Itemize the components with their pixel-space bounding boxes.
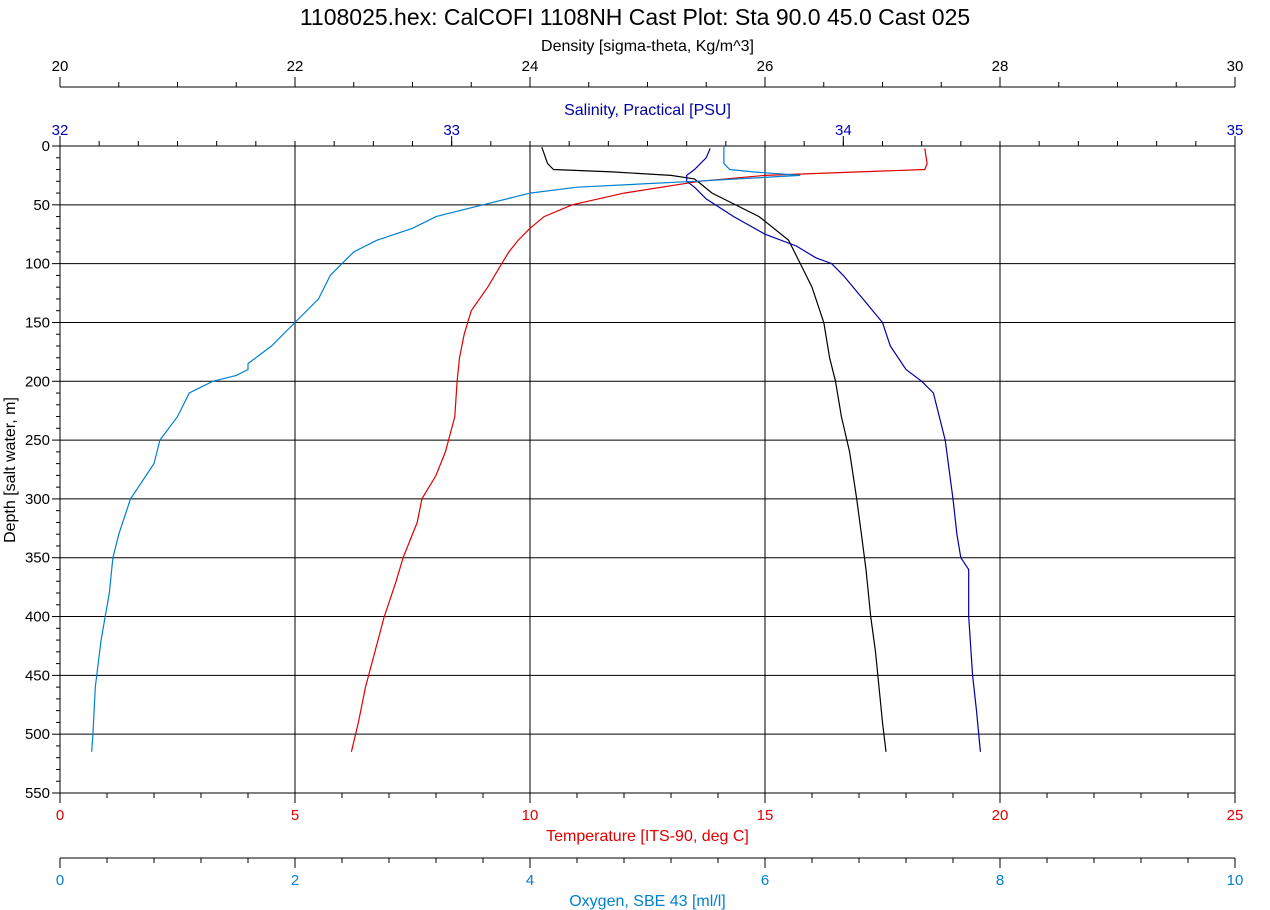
depth-tick-label: 100 <box>25 256 50 273</box>
depth-tick-label: 400 <box>25 609 50 626</box>
salinity-axis-label: Salinity, Practical [PSU] <box>564 102 731 119</box>
salinity-tick-label: 34 <box>835 122 852 139</box>
temperature-tick-label: 10 <box>522 807 539 824</box>
temperature-profile-line <box>350 148 928 752</box>
oxygen-tick-label: 4 <box>526 872 534 889</box>
density-tick-label: 24 <box>522 58 539 75</box>
temperature-tick-label: 0 <box>56 807 64 824</box>
chart-title: 1108025.hex: CalCOFI 1108NH Cast Plot: S… <box>300 4 970 30</box>
depth-tick-label: 550 <box>25 785 50 802</box>
depth-tick-label: 300 <box>25 491 50 508</box>
depth-tick-label: 150 <box>25 314 50 331</box>
temperature-axis-label: Temperature [ITS-90, deg C] <box>546 828 749 845</box>
series-lines <box>91 146 981 752</box>
density-tick-label: 26 <box>757 58 774 75</box>
density-axis-label: Density [sigma-theta, Kg/m^3] <box>541 38 754 55</box>
salinity-profile-line <box>686 148 981 752</box>
temperature-tick-label: 25 <box>1227 807 1244 824</box>
depth-tick-label: 200 <box>25 373 50 390</box>
oxygen-tick-label: 0 <box>56 872 64 889</box>
depth-tick-label: 250 <box>25 432 50 449</box>
salinity-tick-label: 33 <box>443 122 460 139</box>
oxygen-tick-label: 2 <box>291 872 299 889</box>
grid <box>59 145 1236 794</box>
depth-tick-label: 0 <box>42 138 50 155</box>
oxygen-profile-line <box>91 146 801 752</box>
depth-tick-label: 50 <box>33 197 50 214</box>
oxygen-tick-label: 10 <box>1227 872 1244 889</box>
oxygen-tick-label: 8 <box>996 872 1004 889</box>
oxygen-axis-label: Oxygen, SBE 43 [ml/l] <box>569 893 726 910</box>
density-tick-label: 22 <box>287 58 304 75</box>
temperature-tick-label: 20 <box>992 807 1009 824</box>
depth-tick-label: 350 <box>25 550 50 567</box>
plot-frame <box>59 145 1236 794</box>
salinity-tick-label: 32 <box>52 122 69 139</box>
temperature-tick-label: 5 <box>291 807 299 824</box>
depth-tick-label: 500 <box>25 726 50 743</box>
density-tick-label: 28 <box>992 58 1009 75</box>
temperature-tick-label: 15 <box>757 807 774 824</box>
density-tick-label: 20 <box>52 58 69 75</box>
depth-axis-label: Depth [salt water, m] <box>2 397 19 543</box>
oxygen-tick-label: 6 <box>761 872 769 889</box>
depth-tick-label: 450 <box>25 667 50 684</box>
salinity-tick-label: 35 <box>1227 122 1244 139</box>
density-tick-label: 30 <box>1227 58 1244 75</box>
density-profile-line <box>541 146 887 752</box>
